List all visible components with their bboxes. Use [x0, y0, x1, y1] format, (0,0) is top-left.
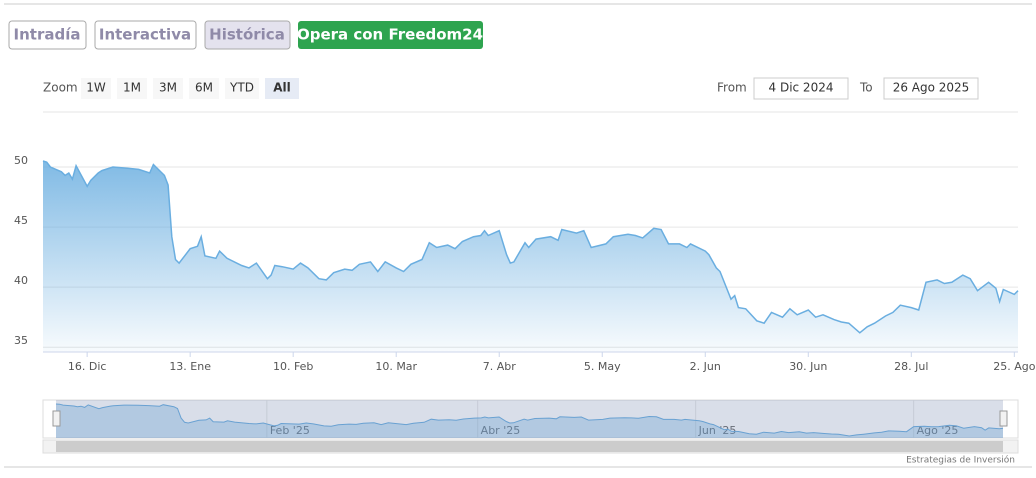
tab-label[interactable]: Interactiva — [99, 26, 191, 44]
zoom-button-label[interactable]: 1M — [123, 81, 141, 95]
zoom-button-label[interactable]: All — [273, 81, 291, 95]
x-tick-label: 10. Mar — [375, 360, 417, 373]
x-tick-label: 30. Jun — [789, 360, 827, 373]
credit: Estrategias de Inversión — [906, 455, 1015, 466]
navigator-area — [56, 404, 1003, 438]
navigator-line — [55, 403, 1004, 437]
x-tick-label: 16. Dic — [68, 360, 107, 373]
tab-button[interactable] — [8, 20, 87, 50]
zoom-button[interactable] — [265, 78, 299, 99]
plot: 35 40 45 50 16. Dic 13. Ene 10. Feb 10. Mar 7. A… — [14, 154, 1036, 439]
zoom-button[interactable] — [153, 78, 183, 99]
zoom-button-label[interactable]: 3M — [159, 81, 177, 95]
zoom-buttons: 1W 1M 3M 6M YTD All — [81, 78, 299, 99]
zoom-label: Zoom — [43, 81, 78, 95]
x-tick-label: 28. Jul — [894, 360, 928, 373]
zoom-button-label[interactable]: 1W — [86, 81, 106, 95]
zoom-button[interactable] — [81, 78, 111, 99]
x-tick-label: 10. Feb — [273, 360, 313, 373]
zoom-button[interactable] — [189, 78, 219, 99]
zoom-button[interactable] — [117, 78, 147, 99]
navigator-label: Feb '25 — [270, 424, 310, 437]
zoom-button-label[interactable]: 6M — [195, 81, 213, 95]
tab-label[interactable]: Histórica — [209, 26, 285, 44]
to-label: To — [859, 81, 873, 95]
x-tick-label: 25. Ago — [993, 360, 1035, 373]
y-tick-label: 40 — [14, 274, 28, 287]
zoom-button[interactable] — [225, 78, 259, 99]
tab-button[interactable] — [204, 20, 291, 50]
zoom-button-label[interactable]: YTD — [229, 81, 254, 95]
from-label: From — [717, 81, 747, 95]
navigator-mask — [56, 400, 1003, 438]
y-tick-label: 45 — [14, 214, 28, 227]
navigator-handle[interactable] — [52, 410, 61, 427]
x-tick-label: 13. Ene — [169, 360, 211, 373]
to-input[interactable] — [883, 77, 979, 100]
tab-label[interactable]: Intradía — [14, 26, 81, 44]
price-line — [42, 160, 1019, 334]
navigator-label: Abr '25 — [481, 424, 521, 437]
tab-button[interactable] — [94, 20, 197, 50]
x-tick-label: 5. May — [584, 360, 621, 373]
area-fill — [43, 161, 1018, 352]
y-tick-label: 50 — [14, 154, 28, 167]
cta-button[interactable] — [298, 21, 483, 49]
navigator-label: Jun '25 — [698, 424, 737, 437]
y-tick-label: 35 — [14, 334, 28, 347]
scrollbar-thumb[interactable] — [56, 441, 1003, 452]
to-value[interactable]: 26 Ago 2025 — [893, 81, 970, 95]
x-tick-label: 2. Jun — [690, 360, 721, 373]
from-value[interactable]: 4 Dic 2024 — [769, 81, 834, 95]
cta-label[interactable]: Opera con Freedom24 — [297, 26, 483, 44]
navigator-handle[interactable] — [999, 410, 1008, 427]
x-tick-label: 7. Abr — [483, 360, 516, 373]
navigator-label: Ago '25 — [917, 424, 959, 437]
from-input[interactable] — [753, 77, 849, 100]
